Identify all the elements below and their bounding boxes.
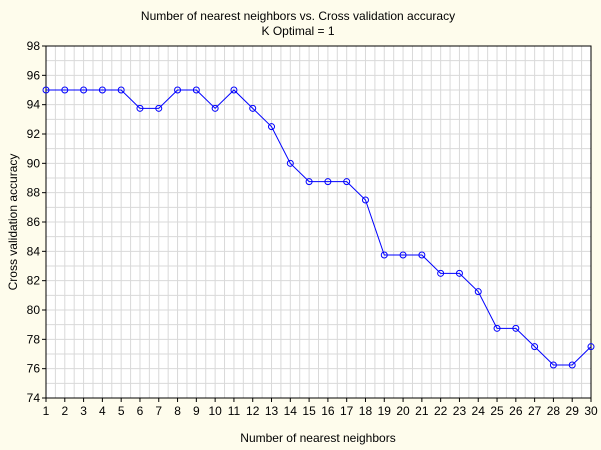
x-tick-label: 16	[321, 404, 335, 418]
data-point	[418, 251, 426, 259]
x-axis-label: Number of nearest neighbors	[240, 431, 395, 445]
y-tick-label: 84	[27, 244, 41, 258]
data-point	[305, 178, 313, 186]
plot-border	[45, 45, 592, 399]
data-point	[493, 324, 501, 332]
y-tick-label: 82	[27, 274, 41, 288]
data-point	[549, 361, 557, 369]
data-point	[587, 343, 595, 351]
x-tick-label: 28	[547, 404, 561, 418]
x-tick-label: 8	[174, 404, 181, 418]
x-tick-label: 23	[453, 404, 467, 418]
x-tick-label: 10	[208, 404, 222, 418]
x-tick-label: 7	[155, 404, 162, 418]
data-point	[455, 269, 463, 277]
data-point	[512, 324, 520, 332]
data-point	[98, 86, 106, 94]
x-tick-label: 5	[118, 404, 125, 418]
grid-lines	[45, 45, 592, 399]
data-point	[361, 196, 369, 204]
data-point	[531, 343, 539, 351]
x-tick-label: 11	[228, 404, 241, 418]
x-tick-label: 30	[584, 404, 598, 418]
x-tick-label: 4	[99, 404, 106, 418]
data-point	[230, 86, 238, 94]
x-tick-label: 24	[472, 404, 486, 418]
y-tick-label: 92	[27, 127, 41, 141]
x-tick-label: 20	[396, 404, 410, 418]
data-point	[211, 104, 219, 112]
x-tick-label: 12	[246, 404, 260, 418]
data-point	[136, 104, 144, 112]
data-series	[42, 86, 595, 369]
x-tick-label: 1	[43, 404, 50, 418]
y-tick-label: 90	[27, 156, 41, 170]
y-tick-label: 78	[27, 332, 41, 346]
data-point	[568, 361, 576, 369]
x-tick-label: 27	[528, 404, 542, 418]
chart-subtitle: K Optimal = 1	[261, 24, 334, 38]
y-tick-label: 98	[27, 39, 41, 53]
data-point	[286, 159, 294, 167]
data-point	[155, 104, 163, 112]
data-point	[324, 178, 332, 186]
x-tick-label: 13	[265, 404, 279, 418]
y-tick-label: 74	[27, 391, 41, 405]
y-tick-label: 94	[27, 98, 41, 112]
data-point	[474, 288, 482, 296]
x-tick-label: 25	[490, 404, 504, 418]
chart-title: Number of nearest neighbors vs. Cross va…	[141, 9, 455, 23]
x-tick-label: 18	[359, 404, 373, 418]
data-point	[80, 86, 88, 94]
data-point	[268, 123, 276, 131]
data-point	[117, 86, 125, 94]
x-tick-label: 14	[284, 404, 298, 418]
y-tick-label: 76	[27, 362, 41, 376]
x-tick-label: 2	[61, 404, 68, 418]
y-tick-label: 96	[27, 68, 41, 82]
data-point	[343, 178, 351, 186]
data-point	[249, 104, 257, 112]
x-tick-label: 3	[80, 404, 87, 418]
x-tick-label: 26	[509, 404, 523, 418]
x-axis-ticks: 1 2 3 4 5 6 7 8 9 10 11 12 13 14 15 16 17 18 19 20 21 22 23 24 2…	[43, 398, 598, 418]
y-tick-label: 88	[27, 186, 41, 200]
data-point	[192, 86, 200, 94]
x-tick-label: 15	[302, 404, 316, 418]
x-tick-label: 22	[434, 404, 448, 418]
x-tick-label: 21	[415, 404, 429, 418]
x-tick-label: 6	[137, 404, 144, 418]
data-point	[399, 251, 407, 259]
y-axis-ticks: 74 76 78 80 82 84 86 88 90 92 94 96 98	[27, 39, 46, 405]
x-tick-label: 9	[193, 404, 200, 418]
y-axis-label: Cross validation accuracy	[6, 154, 20, 291]
data-point	[42, 86, 50, 94]
data-point	[437, 269, 445, 277]
data-point	[380, 251, 388, 259]
y-tick-label: 86	[27, 215, 41, 229]
data-point	[61, 86, 69, 94]
x-tick-label: 29	[566, 404, 580, 418]
x-tick-label: 19	[378, 404, 392, 418]
data-point	[174, 86, 182, 94]
x-tick-label: 17	[340, 404, 354, 418]
y-tick-label: 80	[27, 303, 41, 317]
